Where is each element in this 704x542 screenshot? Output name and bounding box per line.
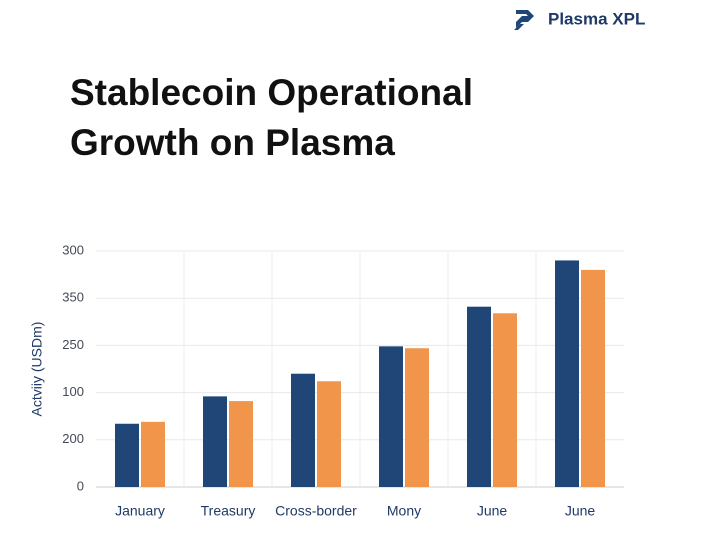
bar	[317, 381, 341, 487]
x-tick-label: Mony	[387, 503, 421, 519]
bar	[115, 423, 139, 487]
bar	[141, 421, 165, 487]
x-tick-label: June	[565, 503, 596, 519]
bar	[291, 373, 315, 487]
bar	[467, 306, 491, 487]
bar	[229, 401, 253, 487]
y-tick-label: 0	[77, 478, 84, 493]
x-tick-label: January	[115, 503, 165, 519]
x-tick-label: Treasury	[201, 503, 256, 519]
bar	[379, 346, 403, 487]
bar	[203, 396, 227, 487]
y-axis-label: Actviiy (USDm)	[29, 322, 45, 417]
bar	[493, 313, 517, 487]
bar	[581, 269, 605, 487]
logo-icon	[516, 10, 534, 28]
y-tick-label: 350	[62, 290, 84, 305]
brand-logo: Plasma XPL	[514, 9, 645, 30]
x-tick-label: Cross-border	[275, 503, 357, 519]
y-tick-label: 250	[62, 337, 84, 352]
y-tick-label: 200	[62, 431, 84, 446]
y-tick-label: 100	[62, 384, 84, 399]
y-tick-label: 300	[62, 242, 84, 257]
chart-title: Stablecoin Operational	[70, 72, 473, 113]
chart-title: Growth on Plasma	[70, 122, 395, 163]
brand-name: Plasma XPL	[548, 9, 645, 28]
x-tick-label: June	[477, 503, 508, 519]
bar	[405, 348, 429, 487]
logo-icon-part	[514, 24, 524, 30]
bar	[555, 260, 579, 487]
